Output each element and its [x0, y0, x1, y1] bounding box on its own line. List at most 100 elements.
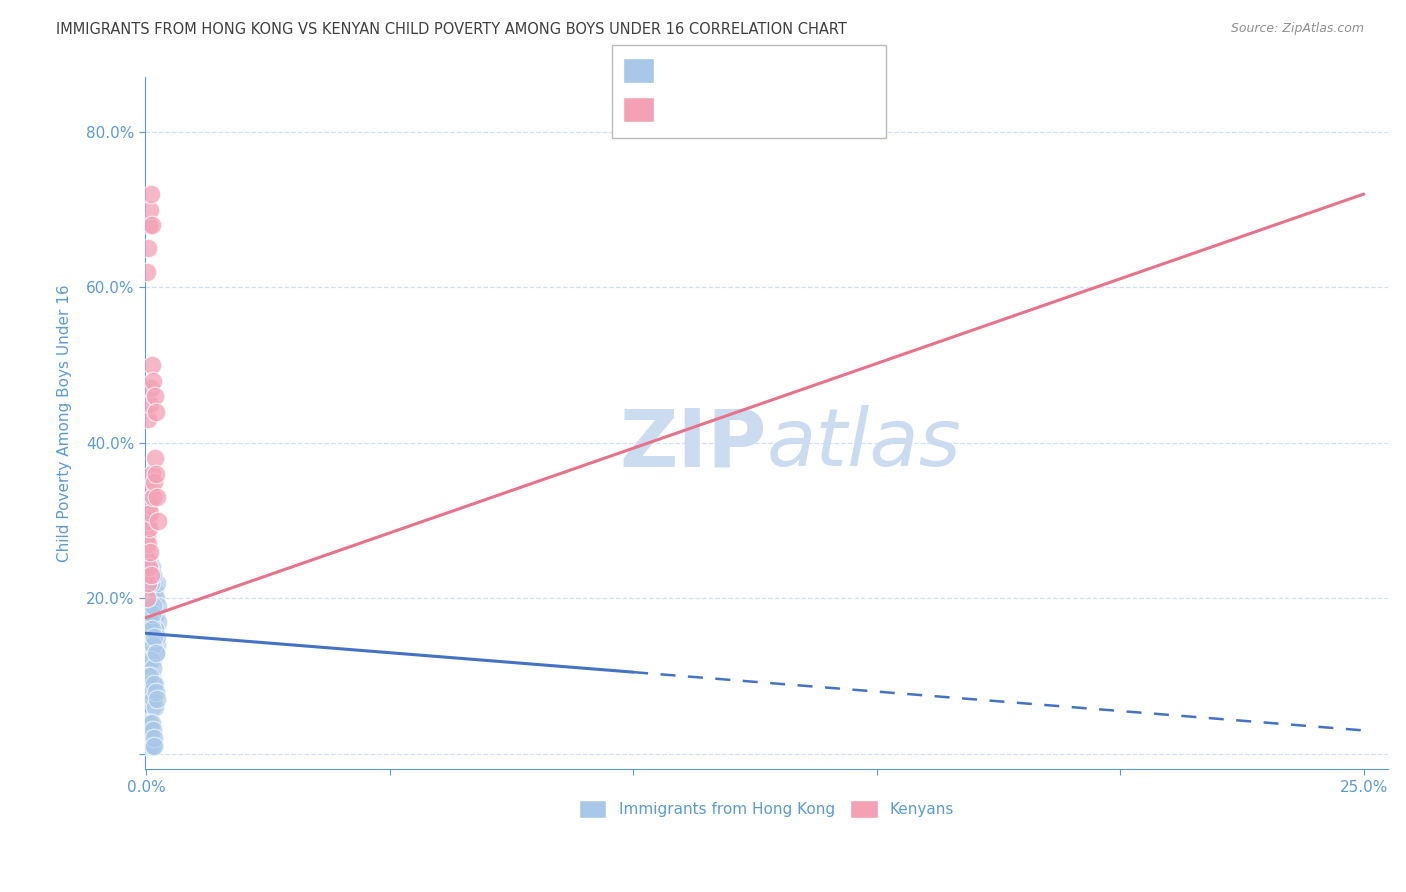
- Point: [145, 467, 167, 481]
- Point: [142, 638, 165, 652]
- Point: [136, 591, 159, 606]
- Point: [136, 599, 159, 613]
- Point: [138, 575, 160, 590]
- Point: [138, 731, 160, 746]
- Point: [145, 575, 167, 590]
- Point: [143, 451, 166, 466]
- Point: [141, 591, 163, 606]
- Point: [139, 623, 162, 637]
- Point: [143, 583, 166, 598]
- Point: [136, 692, 159, 706]
- Point: [136, 529, 159, 543]
- Point: [135, 615, 157, 629]
- Point: [136, 591, 159, 606]
- Point: [142, 630, 165, 644]
- Point: [141, 623, 163, 637]
- Text: atlas: atlas: [766, 405, 962, 483]
- Point: [138, 560, 160, 574]
- Point: [142, 490, 165, 504]
- Point: [139, 630, 162, 644]
- Point: [145, 630, 167, 644]
- Point: [139, 381, 162, 395]
- Point: [141, 669, 163, 683]
- Point: [146, 638, 169, 652]
- Point: [139, 630, 162, 644]
- Point: [143, 739, 166, 753]
- Point: [139, 677, 162, 691]
- Point: [141, 467, 163, 481]
- Point: [139, 397, 162, 411]
- Point: [145, 692, 167, 706]
- Point: [136, 669, 159, 683]
- Point: [138, 677, 160, 691]
- Point: [142, 475, 165, 489]
- Point: [135, 568, 157, 582]
- Point: [136, 607, 159, 621]
- Point: [142, 599, 165, 613]
- Point: [142, 677, 165, 691]
- Text: Source: ZipAtlas.com: Source: ZipAtlas.com: [1230, 22, 1364, 36]
- Point: [143, 623, 166, 637]
- Point: [139, 506, 162, 520]
- Point: [142, 374, 165, 388]
- Point: [142, 575, 165, 590]
- Point: [142, 661, 165, 675]
- Point: [138, 653, 160, 667]
- Point: [135, 684, 157, 698]
- Point: [145, 405, 167, 419]
- Point: [141, 715, 163, 730]
- Point: [136, 677, 159, 691]
- Point: [138, 498, 160, 512]
- Point: [136, 669, 159, 683]
- Point: [139, 715, 162, 730]
- Point: [141, 568, 163, 582]
- Point: [138, 739, 160, 753]
- Point: [142, 692, 165, 706]
- Legend: Immigrants from Hong Kong, Kenyans: Immigrants from Hong Kong, Kenyans: [572, 794, 960, 824]
- Point: [138, 568, 160, 582]
- Point: [141, 560, 163, 574]
- Point: [136, 715, 159, 730]
- Point: [139, 607, 162, 621]
- Point: [146, 514, 169, 528]
- Point: [142, 723, 165, 738]
- Point: [142, 638, 165, 652]
- Point: [139, 575, 162, 590]
- Point: [145, 684, 167, 698]
- Point: [138, 684, 160, 698]
- Point: [139, 646, 162, 660]
- Text: R =  0.503  N = 34: R = 0.503 N = 34: [665, 103, 815, 117]
- Point: [141, 607, 163, 621]
- Point: [139, 669, 162, 683]
- Text: ZIP: ZIP: [619, 405, 766, 483]
- Point: [145, 607, 167, 621]
- Point: [136, 552, 159, 566]
- Point: [141, 638, 163, 652]
- Point: [141, 218, 163, 232]
- Point: [142, 739, 165, 753]
- Point: [143, 615, 166, 629]
- Point: [146, 599, 169, 613]
- Point: [136, 646, 159, 660]
- Point: [145, 623, 167, 637]
- Y-axis label: Child Poverty Among Boys Under 16: Child Poverty Among Boys Under 16: [58, 285, 72, 562]
- Point: [136, 560, 159, 574]
- Point: [136, 265, 159, 279]
- Point: [138, 692, 160, 706]
- Point: [136, 575, 159, 590]
- Point: [138, 615, 160, 629]
- Point: [136, 638, 159, 652]
- Point: [138, 412, 160, 426]
- Point: [139, 684, 162, 698]
- Point: [138, 537, 160, 551]
- Point: [138, 607, 160, 621]
- Point: [138, 623, 160, 637]
- Point: [138, 661, 160, 675]
- Point: [136, 514, 159, 528]
- Point: [139, 483, 162, 497]
- Point: [143, 700, 166, 714]
- Point: [138, 630, 160, 644]
- Point: [143, 389, 166, 403]
- Point: [141, 739, 163, 753]
- Point: [138, 521, 160, 535]
